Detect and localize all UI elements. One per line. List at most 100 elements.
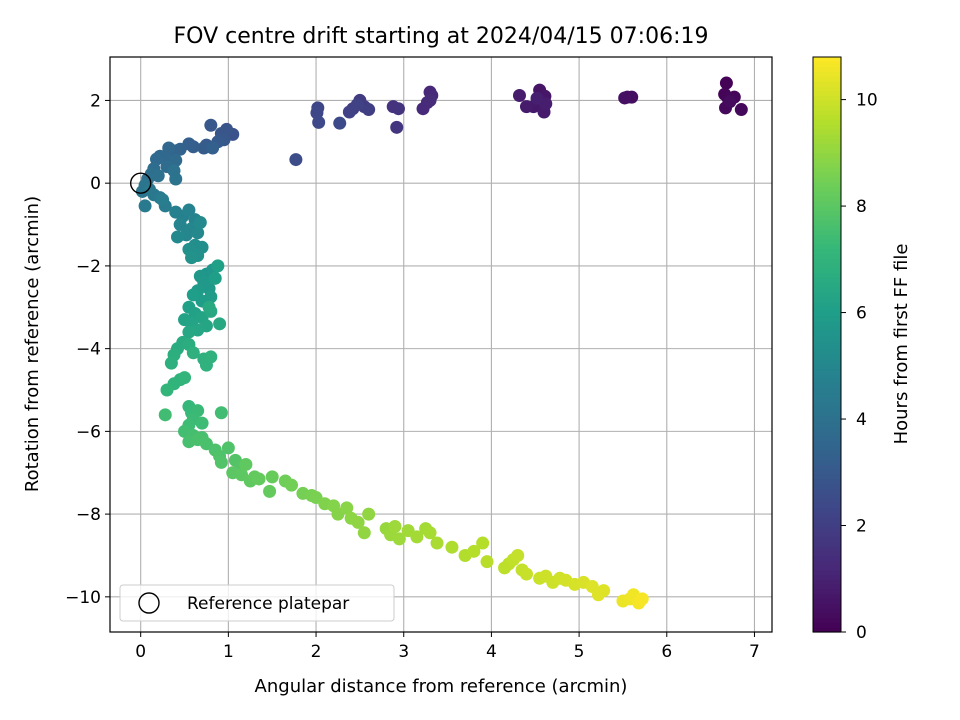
data-point — [182, 325, 196, 339]
colorbar-tick-label: 4 — [856, 410, 867, 430]
data-point — [193, 215, 207, 229]
colorbar-segment — [813, 627, 841, 633]
colorbar-segment — [813, 368, 841, 374]
colorbar-segment — [813, 387, 841, 394]
data-point — [391, 102, 405, 116]
x-tick-label: 6 — [661, 642, 672, 662]
colorbar-segment — [813, 588, 841, 595]
colorbar-segment — [813, 310, 841, 317]
colorbar-segment — [813, 349, 841, 355]
colorbar-segment — [813, 124, 841, 130]
data-point — [723, 95, 737, 109]
colorbar-segment — [813, 267, 841, 274]
y-tick-label: −4 — [76, 340, 101, 360]
data-point — [263, 484, 277, 498]
axes-frame — [109, 56, 773, 633]
data-point — [357, 526, 371, 540]
data-point — [214, 406, 228, 420]
colorbar-segment — [813, 229, 841, 235]
data-point — [362, 103, 376, 117]
colorbar-segment — [813, 598, 841, 604]
colorbar-segment — [813, 493, 841, 499]
colorbar-segment — [813, 584, 841, 590]
colorbar-segment — [813, 301, 841, 307]
data-point — [178, 371, 192, 385]
data-point — [173, 218, 187, 232]
data-point — [351, 515, 365, 529]
colorbar-segment — [813, 148, 841, 154]
colorbar-segment — [813, 545, 841, 552]
colorbar-segment — [813, 200, 841, 207]
colorbar-segment — [813, 612, 841, 619]
data-point — [430, 536, 444, 550]
colorbar-segment — [813, 540, 841, 547]
data-point — [208, 271, 222, 285]
colorbar-segment — [813, 416, 841, 422]
legend: Reference platepar — [119, 584, 395, 622]
colorbar-segment — [813, 152, 841, 159]
colorbar-segment — [813, 550, 841, 556]
colorbar-segment — [813, 507, 841, 513]
data-point — [511, 548, 525, 562]
colorbar-segment — [813, 277, 841, 283]
colorbar-segment — [813, 195, 841, 202]
data-point — [480, 555, 494, 569]
data-point — [333, 116, 347, 130]
y-tick-label: 2 — [90, 91, 101, 111]
x-tick-label: 0 — [135, 642, 146, 662]
colorbar-segment — [813, 478, 841, 485]
y-tick-label: −8 — [76, 505, 101, 525]
data-point — [340, 501, 354, 515]
colorbar-segment — [813, 71, 841, 77]
colorbar-segment — [813, 411, 841, 417]
colorbar-segment — [813, 488, 841, 494]
colorbar-segment — [813, 378, 841, 384]
x-tick-label: 2 — [311, 642, 322, 662]
colorbar-tick-label: 10 — [856, 91, 878, 111]
colorbar-segment — [813, 172, 841, 178]
data-point — [195, 416, 209, 430]
data-point — [169, 172, 183, 186]
legend-label-reference: Reference platepar — [187, 594, 349, 614]
colorbar-segment — [813, 560, 841, 566]
data-point — [171, 230, 185, 244]
colorbar-segment — [813, 138, 841, 144]
data-point — [285, 478, 299, 492]
data-point — [214, 455, 228, 469]
colorbar-segment — [813, 119, 841, 125]
data-point — [185, 251, 199, 265]
colorbar-segment — [813, 133, 841, 140]
colorbar-segment — [813, 425, 841, 432]
legend-marker-reference — [138, 592, 160, 614]
colorbar-segment — [813, 90, 841, 96]
colorbar-segment — [813, 502, 841, 509]
x-axis-label: Angular distance from reference (arcmin) — [255, 676, 628, 697]
data-point — [202, 300, 216, 314]
colorbar-segment — [813, 564, 841, 571]
colorbar-segment — [813, 354, 841, 360]
colorbar-segment — [813, 464, 841, 470]
colorbar-segment — [813, 430, 841, 437]
data-point — [467, 544, 481, 558]
colorbar-segment — [813, 143, 841, 149]
colorbar-segment — [813, 526, 841, 532]
colorbar-segment — [813, 100, 841, 106]
colorbar-segment — [813, 617, 841, 624]
colorbar-segment — [813, 263, 841, 269]
colorbar-segment — [813, 162, 841, 168]
colorbar-segment — [813, 253, 841, 259]
colorbar-segment — [813, 449, 841, 456]
colorbar-segment — [813, 454, 841, 461]
x-tick-label: 5 — [574, 642, 585, 662]
colorbar-segment — [813, 291, 841, 298]
reference-marker — [129, 172, 152, 194]
colorbar-segment — [813, 339, 841, 346]
plot-area: 0 1 2 3 4 5 6 7 −10 −8 −6 −4 −2 0 2 — [65, 56, 773, 662]
data-point — [186, 346, 200, 360]
legend-box — [119, 584, 395, 622]
colorbar-segment — [813, 210, 841, 216]
colorbar-segment — [813, 66, 841, 72]
colorbar-segment — [813, 76, 841, 82]
colorbar-frame — [812, 56, 842, 633]
data-point — [191, 226, 205, 240]
